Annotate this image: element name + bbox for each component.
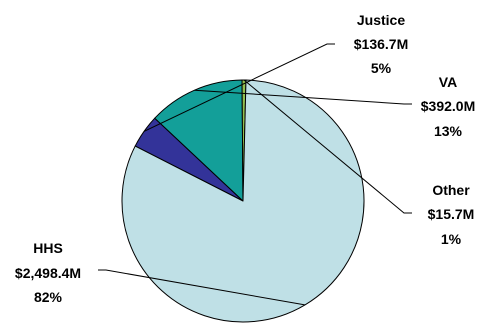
label-va-amount: $392.0M	[421, 98, 475, 114]
label-other-name: Other	[432, 182, 470, 198]
leader-line-hhs	[98, 269, 305, 306]
label-other-amount: $15.7M	[428, 206, 475, 222]
label-justice-name: Justice	[357, 12, 405, 28]
label-other-percent: 1%	[441, 231, 462, 247]
leader-line-other	[243, 79, 412, 214]
leader-lines	[98, 43, 412, 306]
pie-slices	[121, 79, 365, 323]
label-hhs-name: HHS	[33, 240, 63, 256]
leader-line-justice	[143, 43, 335, 132]
pie-slice-hhs	[121, 79, 365, 323]
label-justice-percent: 5%	[371, 60, 392, 76]
label-hhs-amount: $2,498.4M	[15, 265, 81, 281]
label-va-percent: 13%	[434, 123, 463, 139]
label-hhs-percent: 82%	[34, 289, 63, 305]
label-justice-amount: $136.7M	[354, 36, 408, 52]
leader-line-va	[194, 89, 412, 105]
label-va-name: VA	[439, 74, 457, 90]
